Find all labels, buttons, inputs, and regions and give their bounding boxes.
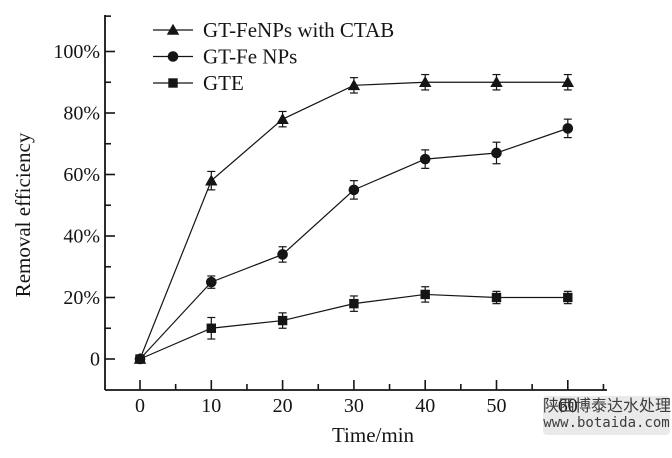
circle-marker xyxy=(491,147,502,159)
legend-item: GTE xyxy=(153,71,244,95)
y-tick-labels: 0 20% 40% 60% 80% 100% xyxy=(53,41,100,371)
triangle-marker xyxy=(490,76,503,88)
circle-marker xyxy=(562,123,574,134)
x-tick-label: 10 xyxy=(201,395,221,417)
x-tick-label: 50 xyxy=(487,395,507,417)
series-gt-fe-nps xyxy=(134,118,574,365)
triangle-marker xyxy=(419,76,432,88)
circle-marker xyxy=(419,153,431,165)
legend-label: GT-FeNPs with CTAB xyxy=(203,18,394,42)
square-marker xyxy=(420,289,430,300)
y-tick-label: 20% xyxy=(63,287,100,309)
circle-marker xyxy=(206,276,217,288)
circle-marker xyxy=(277,249,288,260)
y-tick-label: 80% xyxy=(63,103,100,125)
square-marker xyxy=(206,323,216,333)
x-tick-label: 40 xyxy=(415,395,435,417)
y-tick-label: 60% xyxy=(63,164,100,186)
series-gte xyxy=(135,286,573,364)
triangle-marker xyxy=(561,76,574,88)
square-marker xyxy=(349,298,359,309)
square-marker xyxy=(491,292,502,303)
square-marker xyxy=(563,292,573,303)
axes xyxy=(104,15,607,391)
watermark-text: 陕西博泰达水处理 xyxy=(543,396,672,415)
triangle-marker xyxy=(205,174,218,186)
legend-item: GT-Fe NPs xyxy=(153,45,297,69)
series-line xyxy=(139,81,568,360)
y-tick-label: 100% xyxy=(53,41,100,63)
x-tick-label: 20 xyxy=(273,395,293,417)
circle-marker xyxy=(167,51,179,62)
series-line xyxy=(139,127,568,360)
square-marker xyxy=(168,78,178,88)
y-axis-title: Removal efficiency xyxy=(11,132,35,297)
x-tick-label: 30 xyxy=(344,395,364,417)
circle-marker xyxy=(348,184,360,196)
y-tick-label: 40% xyxy=(63,226,100,248)
watermark-url: www.botaida.com xyxy=(543,415,670,432)
x-tick-labels: 0 10 20 30 40 50 60 xyxy=(135,395,578,417)
square-marker xyxy=(277,315,288,326)
legend-label: GT-Fe NPs xyxy=(203,45,297,69)
triangle-marker xyxy=(347,79,361,91)
x-tick-label: 0 xyxy=(135,395,145,417)
watermark: 陕西博泰达水处理 www.botaida.com xyxy=(543,396,672,435)
y-tick-label: 0 xyxy=(90,349,100,371)
legend-item: GT-FeNPs with CTAB xyxy=(153,18,394,42)
triangle-marker xyxy=(276,112,289,124)
triangle-marker xyxy=(166,23,180,35)
x-axis-title: Time/min xyxy=(332,423,415,447)
ticks xyxy=(105,15,605,390)
legend-label: GTE xyxy=(203,71,244,95)
square-marker xyxy=(135,354,145,364)
x-tick-label: 60 xyxy=(558,395,578,417)
series-gt-fenps-with-ctab xyxy=(133,73,574,364)
